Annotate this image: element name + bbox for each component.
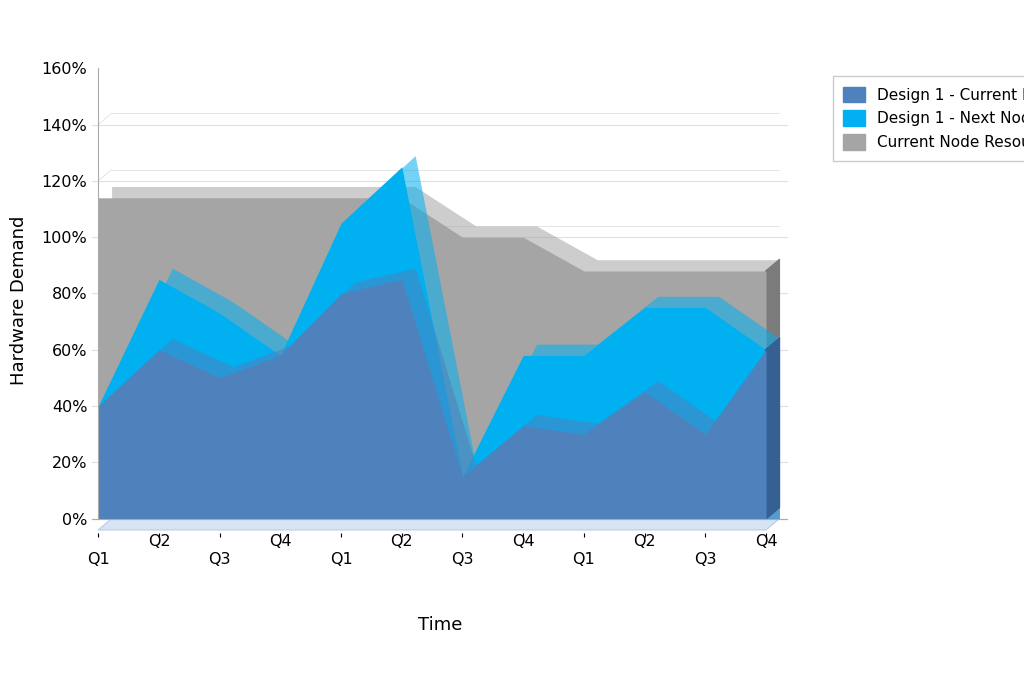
Text: Q1: Q1 [330,553,352,568]
Legend: Design 1 - Current Node, Design 1 - Next Node, Current Node Resources: Design 1 - Current Node, Design 1 - Next… [833,76,1024,161]
Polygon shape [766,260,779,518]
Text: Q2: Q2 [390,534,413,549]
Text: Q2: Q2 [147,534,170,549]
Y-axis label: Hardware Demand: Hardware Demand [9,216,28,385]
Text: Q4: Q4 [512,534,535,549]
Polygon shape [766,339,779,518]
Polygon shape [98,518,779,530]
Text: Q2: Q2 [633,534,656,549]
Text: Q1: Q1 [572,553,595,568]
Text: Q4: Q4 [755,534,777,549]
Polygon shape [766,339,779,518]
Text: Q1: Q1 [87,553,110,568]
Text: Q4: Q4 [269,534,292,549]
Text: Q3: Q3 [694,553,717,568]
Text: Q3: Q3 [209,553,230,568]
X-axis label: Time: Time [418,616,463,634]
Text: Q3: Q3 [452,553,474,568]
